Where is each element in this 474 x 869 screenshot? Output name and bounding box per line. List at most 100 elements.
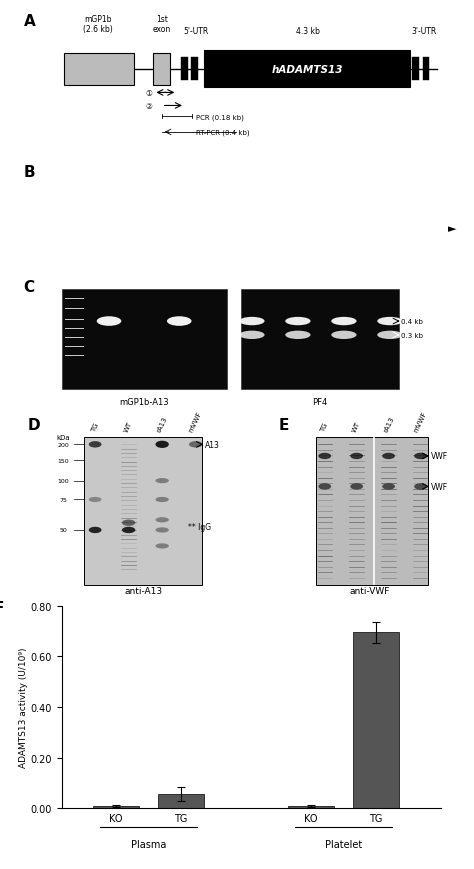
Text: 5: 5 <box>186 182 190 188</box>
Text: 2: 2 <box>117 182 121 188</box>
Text: 200: 200 <box>57 442 69 448</box>
Ellipse shape <box>89 527 101 534</box>
Text: WT: WT <box>352 421 362 434</box>
Text: KO: KO <box>210 275 219 287</box>
Text: 12: 12 <box>345 182 353 188</box>
Text: 50: 50 <box>59 527 67 533</box>
Ellipse shape <box>239 317 264 326</box>
Ellipse shape <box>155 527 169 533</box>
Ellipse shape <box>155 441 169 448</box>
Text: C: C <box>24 280 35 295</box>
Ellipse shape <box>155 544 169 549</box>
Text: Het: Het <box>292 273 303 287</box>
Text: anti-A13: anti-A13 <box>124 587 162 595</box>
Ellipse shape <box>331 317 356 326</box>
Ellipse shape <box>319 454 331 460</box>
Text: 9: 9 <box>278 182 282 188</box>
Ellipse shape <box>414 454 427 460</box>
Ellipse shape <box>270 222 290 235</box>
Ellipse shape <box>239 331 264 340</box>
Y-axis label: ADAMTS13 activity (U/10⁹): ADAMTS13 activity (U/10⁹) <box>18 647 27 767</box>
Ellipse shape <box>382 454 395 460</box>
Text: 3: 3 <box>140 182 144 188</box>
Text: E: E <box>278 418 289 433</box>
Text: TG: TG <box>320 422 329 434</box>
Ellipse shape <box>89 441 101 448</box>
Bar <box>423 58 429 81</box>
Text: Plasma: Plasma <box>131 839 166 850</box>
Ellipse shape <box>89 497 101 502</box>
Ellipse shape <box>167 317 191 327</box>
Text: TG14: TG14 <box>173 268 186 287</box>
Ellipse shape <box>382 484 395 490</box>
Text: M: M <box>70 182 76 188</box>
Bar <box>93 806 138 808</box>
Bar <box>412 58 419 81</box>
Text: 0.4 kb: 0.4 kb <box>401 319 423 325</box>
Text: ②: ② <box>146 102 152 111</box>
Text: 3'-UTR: 3'-UTR <box>411 27 437 36</box>
Bar <box>316 438 428 586</box>
Ellipse shape <box>122 527 136 534</box>
Text: RT-PCR (0.4 kb): RT-PCR (0.4 kb) <box>196 129 250 136</box>
Bar <box>181 58 188 81</box>
Text: 5'-UTR: 5'-UTR <box>183 27 209 36</box>
Text: M: M <box>70 279 78 287</box>
Ellipse shape <box>285 317 310 326</box>
Text: 1: 1 <box>94 182 98 188</box>
Text: mVWF: mVWF <box>188 410 203 434</box>
Ellipse shape <box>350 484 363 490</box>
Text: 14: 14 <box>391 182 399 188</box>
Text: 150: 150 <box>57 458 69 463</box>
Ellipse shape <box>189 441 202 448</box>
Bar <box>204 51 410 88</box>
Text: VWF: VWF <box>431 452 448 461</box>
Text: VWF: VWF <box>431 482 448 491</box>
Ellipse shape <box>414 484 427 490</box>
Text: PCR (0.18 kb): PCR (0.18 kb) <box>196 114 244 121</box>
Bar <box>154 53 171 86</box>
Text: mGP1b
(2.6 kb): mGP1b (2.6 kb) <box>83 15 112 34</box>
Text: 4: 4 <box>163 182 167 188</box>
Text: Het: Het <box>139 273 149 287</box>
Text: KO: KO <box>385 275 395 287</box>
Text: 0.3 kb: 0.3 kb <box>401 333 423 338</box>
Text: WT: WT <box>124 421 134 434</box>
Ellipse shape <box>155 518 169 523</box>
Bar <box>158 794 203 808</box>
Text: 11: 11 <box>321 182 330 188</box>
Bar <box>241 289 399 390</box>
Text: 6: 6 <box>209 182 213 188</box>
Text: hADAMTS13: hADAMTS13 <box>271 64 343 75</box>
Text: rA13: rA13 <box>156 415 168 434</box>
Bar <box>64 53 134 86</box>
Text: rA13: rA13 <box>383 415 395 434</box>
Bar <box>84 438 202 586</box>
Text: 7: 7 <box>232 182 236 188</box>
Text: Platelet: Platelet <box>325 839 362 850</box>
Ellipse shape <box>122 520 136 527</box>
Text: mVWF: mVWF <box>413 410 428 434</box>
Text: ** IgG: ** IgG <box>188 522 211 531</box>
Ellipse shape <box>377 317 402 326</box>
Ellipse shape <box>362 222 382 235</box>
Bar <box>191 58 198 81</box>
Text: anti-VWF: anti-VWF <box>349 587 390 595</box>
Text: TG: TG <box>91 422 100 434</box>
Ellipse shape <box>97 317 121 327</box>
Text: 1st
exon: 1st exon <box>153 15 171 34</box>
Text: A13: A13 <box>205 441 219 449</box>
Bar <box>353 633 399 808</box>
Text: F: F <box>0 600 4 615</box>
Text: PF4: PF4 <box>312 397 328 407</box>
Bar <box>288 806 334 808</box>
Bar <box>62 289 227 390</box>
Text: TG10: TG10 <box>245 268 259 287</box>
Text: 4.3 kb: 4.3 kb <box>296 27 320 36</box>
Text: B: B <box>24 165 36 180</box>
Text: mGP1b-A13: mGP1b-A13 <box>119 397 169 407</box>
Ellipse shape <box>350 454 363 460</box>
Text: 10: 10 <box>299 182 308 188</box>
Text: kDa: kDa <box>56 434 70 441</box>
Text: TG10: TG10 <box>102 268 116 287</box>
